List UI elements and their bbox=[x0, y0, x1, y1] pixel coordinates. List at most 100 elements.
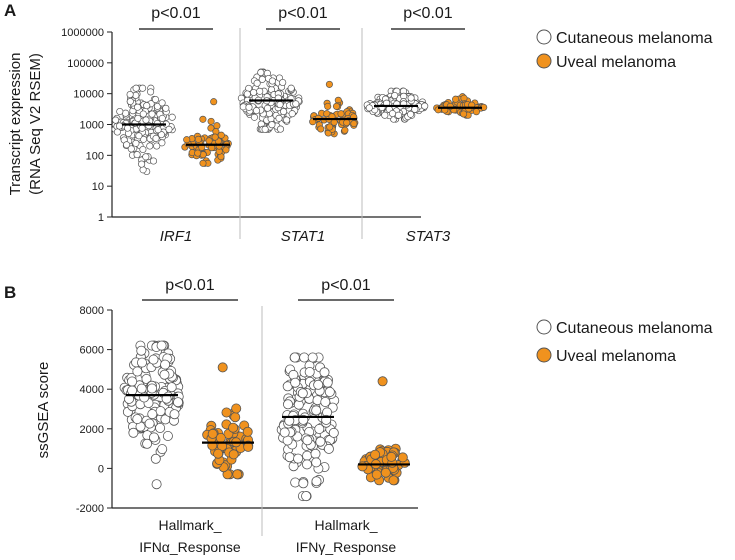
panel-a-data-point bbox=[134, 103, 142, 111]
panel-b-data-point bbox=[388, 475, 399, 486]
panel-b-data-point bbox=[127, 376, 138, 387]
panel-b-data-point bbox=[159, 369, 170, 380]
panel-b-data-point bbox=[299, 352, 310, 363]
panel-b-data-point bbox=[301, 491, 312, 502]
panel-b-data-point bbox=[136, 345, 147, 356]
panel-a-ytick-label: 1 bbox=[98, 212, 104, 224]
panel-b-data-point bbox=[282, 399, 293, 410]
panel-b-data-point bbox=[242, 426, 253, 437]
legend-b-cutaneous-swatch bbox=[536, 319, 552, 335]
panel-b-data-point bbox=[301, 459, 312, 470]
panel-b-data-point bbox=[397, 452, 408, 463]
panel-b-legend: Cutaneous melanoma Uveal melanoma bbox=[536, 319, 713, 365]
panel-a-data-point bbox=[211, 133, 219, 141]
panel-a-data-point bbox=[143, 102, 151, 110]
panel-b-category-1-line2: IFNα_Response bbox=[139, 539, 241, 555]
panel-a-data-point bbox=[325, 80, 333, 88]
panel-b-data-point bbox=[319, 367, 330, 378]
panel-a-data-point bbox=[213, 122, 221, 130]
panel-a-data-point bbox=[257, 68, 265, 77]
panel-b-data-point bbox=[290, 377, 301, 388]
panel-a-data-point bbox=[126, 90, 134, 99]
panel-b-data-point bbox=[207, 428, 218, 439]
panel-a-data-point bbox=[288, 110, 296, 118]
panel-a-data-point bbox=[116, 107, 124, 116]
panel-a-data-point bbox=[138, 124, 146, 132]
panel-b-data-point bbox=[144, 418, 155, 429]
panel-a-data-point bbox=[154, 126, 162, 134]
panel-a-data-point bbox=[142, 116, 150, 124]
panel-b-data-point bbox=[157, 444, 168, 455]
panel-a-data-point bbox=[253, 79, 261, 87]
panel-b-data-point bbox=[141, 373, 152, 384]
panel-b-data-point bbox=[156, 340, 167, 351]
panel-b-data-point bbox=[230, 412, 241, 423]
panel-a-data-point bbox=[139, 145, 147, 154]
panel-a-data-point bbox=[452, 95, 460, 103]
panel-b-data-point bbox=[298, 478, 309, 489]
panel-a-data-point bbox=[207, 117, 215, 125]
panel-a-data-point bbox=[350, 120, 358, 128]
panel-a-data-point bbox=[132, 139, 140, 147]
panel-a-data-point bbox=[276, 125, 285, 133]
panel-a-data-point bbox=[287, 84, 295, 92]
panel-b-ytick-label: 8000 bbox=[80, 305, 104, 317]
panel-b-data-point bbox=[172, 397, 183, 408]
panel-b-plot: -2000 0 2000 4000 6000 8000 p<0.01 p<0.01 bbox=[76, 277, 418, 536]
panel-a-data-point bbox=[261, 125, 269, 133]
panel-b-data-point bbox=[323, 443, 334, 454]
panel-b-ytick-label: 4000 bbox=[80, 384, 104, 396]
panel-a-data-point bbox=[332, 102, 341, 110]
panel-a-data-point bbox=[252, 107, 261, 115]
panel-a-category-label: STAT3 bbox=[406, 228, 451, 245]
panel-a-data-point bbox=[421, 102, 429, 110]
panel-a-data-point bbox=[222, 146, 230, 154]
panel-a-data-point bbox=[365, 104, 373, 112]
panel-b-data-point bbox=[142, 438, 153, 449]
legend-a-uveal-swatch bbox=[536, 53, 552, 69]
panel-a-ytick-label: 1000 bbox=[80, 120, 104, 132]
panel-b-data-point bbox=[297, 388, 308, 399]
panel-a-data-point bbox=[165, 125, 173, 133]
panel-a-data-point bbox=[115, 122, 124, 130]
panel-a-category-label: IRF1 bbox=[160, 228, 193, 245]
panel-a-data-point bbox=[256, 87, 264, 95]
panel-b-data-point bbox=[324, 386, 335, 397]
panel-a-data-point bbox=[394, 111, 403, 119]
panel-b-data-point bbox=[357, 461, 368, 472]
panel-b-data-point bbox=[132, 366, 143, 377]
panel-a-data-point bbox=[134, 114, 142, 122]
panel-a-data-point bbox=[258, 75, 266, 83]
panel-a-data-point bbox=[132, 84, 140, 92]
panel-b-category-2-line1: Hallmark_ bbox=[314, 517, 377, 533]
panel-a-ytick-label: 1000000 bbox=[61, 27, 104, 39]
legend-a-cutaneous-label: Cutaneous melanoma bbox=[556, 30, 713, 47]
legend-a-cutaneous-swatch bbox=[536, 29, 552, 45]
panel-b-data-point bbox=[213, 448, 224, 459]
panel-b-data-point bbox=[155, 406, 166, 417]
panel-a-data-point bbox=[123, 141, 131, 149]
panel-a-data-point bbox=[264, 104, 272, 112]
panel-a-sig-label: p<0.01 bbox=[278, 5, 327, 22]
panel-b-data-point bbox=[289, 352, 300, 363]
panel-a-data-point bbox=[217, 131, 225, 139]
panel-a-data-point bbox=[407, 94, 415, 102]
legend-b-uveal-label: Uveal melanoma bbox=[556, 348, 676, 365]
panel-b-sig-label: p<0.01 bbox=[321, 277, 370, 294]
panel-b-sig-label: p<0.01 bbox=[165, 277, 214, 294]
panel-b-data-point bbox=[127, 385, 138, 396]
panel-a-data-point bbox=[460, 110, 468, 118]
panel-b-data-point bbox=[304, 366, 315, 377]
panel-a-letter: A bbox=[4, 1, 16, 20]
panel-b-letter: B bbox=[4, 283, 16, 302]
panel-a-ylabel-line2: (RNA Seq V2 RSEM) bbox=[27, 53, 44, 195]
panel-a-sig-label: p<0.01 bbox=[151, 5, 200, 22]
panel-b-data-point bbox=[128, 427, 139, 438]
panel-a-data-point bbox=[243, 90, 251, 98]
panel-a-data-point bbox=[407, 110, 415, 118]
panel-a-data-point bbox=[268, 121, 276, 129]
panel-b-data-point bbox=[166, 382, 177, 393]
panel-a-data-point bbox=[194, 149, 202, 157]
panel-a-data-point bbox=[139, 110, 147, 118]
